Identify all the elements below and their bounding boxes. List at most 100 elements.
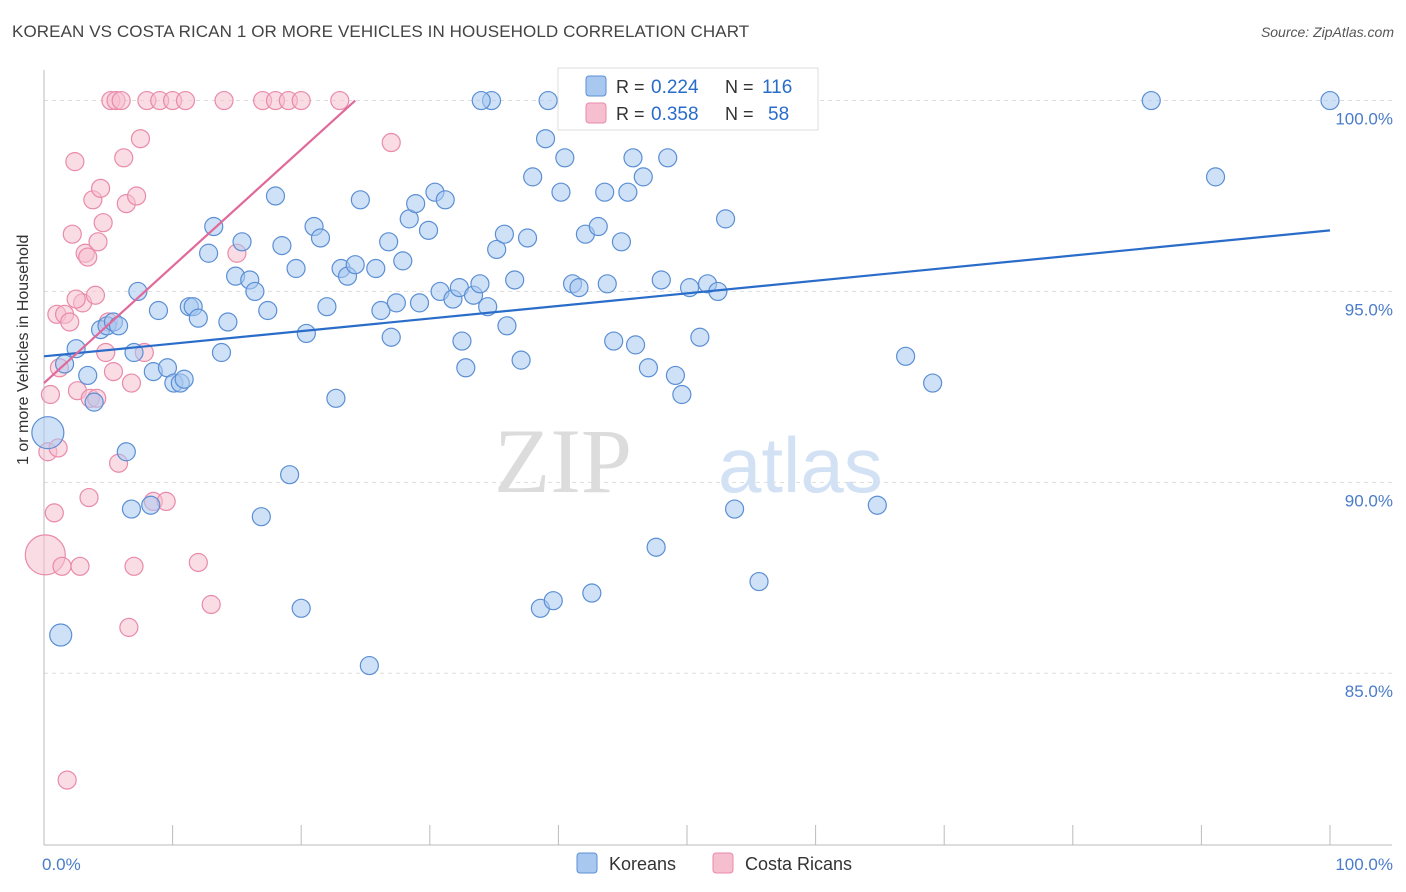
costa-rican-point [85, 285, 106, 305]
korean-point [517, 228, 538, 248]
y-tick-label: 100.0% [1335, 110, 1393, 129]
korean-point [543, 591, 563, 611]
korean-point [623, 148, 643, 168]
korean-trend-line [43, 229, 1331, 358]
korean-point [386, 293, 406, 313]
costa-rican-point [60, 312, 80, 332]
korean-point [148, 300, 169, 321]
bottom-legend-koreans: Koreans [609, 854, 676, 874]
korean-point [595, 182, 615, 202]
korean-point [471, 90, 491, 111]
korean-point [569, 278, 589, 298]
tick-labels: 85.0% 90.0% 95.0% 100.0% 0.0% 100.0% [42, 110, 1393, 874]
korean-point [867, 495, 887, 515]
korean-point [350, 190, 370, 210]
korean-points [31, 90, 1340, 676]
grid-lines [44, 100, 1392, 674]
korean-point [218, 312, 238, 332]
korean-point [523, 167, 543, 187]
korean-point [286, 258, 306, 279]
korean-point [211, 342, 232, 363]
korean-point [232, 232, 252, 252]
legend-n-value-costa-ricans: 58 [768, 104, 789, 125]
korean-point [108, 316, 129, 336]
korean-point [646, 537, 666, 557]
korean-point [456, 358, 476, 378]
costa-rican-point [79, 487, 99, 508]
legend-swatch-costa-ricans [585, 102, 607, 124]
costa-rican-point [90, 178, 111, 198]
korean-point [633, 167, 653, 187]
costa-rican-trend-line [43, 99, 356, 384]
korean-point [497, 316, 517, 336]
legend-r-label-1: R = [616, 77, 645, 97]
chart-source: Source: ZipAtlas.com [1260, 24, 1394, 40]
legend-swatch-koreans [585, 75, 607, 97]
korean-point [896, 346, 916, 366]
bottom-legend-swatch-costa-ricans [712, 852, 734, 874]
korean-point [555, 148, 575, 168]
korean-point [245, 281, 265, 302]
korean-point [665, 365, 686, 386]
costa-rican-point [214, 90, 234, 111]
korean-point [535, 129, 556, 149]
korean-point [604, 331, 624, 351]
korean-point [582, 583, 602, 603]
korean-point [478, 297, 498, 317]
korean-point [588, 216, 608, 237]
costa-rican-point [62, 224, 82, 244]
costa-rican-point [52, 556, 72, 576]
korean-point [379, 232, 399, 252]
legend-n-label-1: N = [725, 77, 754, 97]
korean-point [505, 270, 525, 290]
korean-point [672, 384, 692, 405]
korean-point [538, 90, 558, 111]
korean-point [749, 571, 769, 592]
korean-point [272, 236, 292, 256]
korean-point [128, 281, 148, 302]
costa-rican-point [201, 594, 221, 615]
costa-rican-point [124, 556, 144, 576]
korean-point [199, 243, 219, 263]
costa-rican-point [96, 342, 116, 363]
korean-point [724, 499, 745, 519]
korean-point [923, 373, 943, 393]
costa-rican-point [70, 556, 90, 576]
costa-rican-point [93, 213, 113, 233]
korean-point [511, 350, 531, 370]
korean-point [487, 239, 507, 260]
korean-point [141, 495, 161, 515]
costa-rican-point [175, 90, 196, 111]
y-tick-label: 90.0% [1345, 491, 1393, 510]
costa-rican-point [66, 289, 86, 309]
korean-point [371, 300, 391, 321]
korean-point [381, 327, 401, 347]
y-tick-label: 85.0% [1345, 682, 1393, 701]
y-tick-label: 95.0% [1345, 300, 1393, 319]
korean-point [291, 598, 311, 618]
korean-point [296, 323, 316, 344]
korean-point [418, 220, 439, 240]
korean-point [265, 186, 286, 206]
costa-rican-point [130, 129, 151, 149]
costa-rican-point [57, 770, 77, 790]
korean-point [611, 232, 632, 252]
watermark-zip: ZIP [494, 410, 632, 512]
trend-lines [43, 99, 1331, 384]
costa-rican-point [65, 152, 85, 172]
x-tick-label-start: 0.0% [42, 855, 81, 874]
korean-point [310, 228, 331, 248]
costa-rican-point [119, 617, 139, 637]
costa-rican-point [44, 503, 64, 523]
korean-point [251, 507, 271, 527]
korean-point [359, 655, 379, 676]
legend-r-value-costa-ricans: 0.358 [651, 104, 699, 125]
costa-rican-point [78, 247, 98, 267]
costa-rican-points [24, 90, 401, 790]
watermark: ZIP atlas [494, 410, 883, 512]
costa-rican-point [103, 362, 124, 382]
korean-point [116, 442, 136, 462]
costa-rican-point [126, 186, 147, 206]
bottom-legend-swatch-koreans [576, 852, 598, 874]
korean-point [188, 308, 208, 328]
